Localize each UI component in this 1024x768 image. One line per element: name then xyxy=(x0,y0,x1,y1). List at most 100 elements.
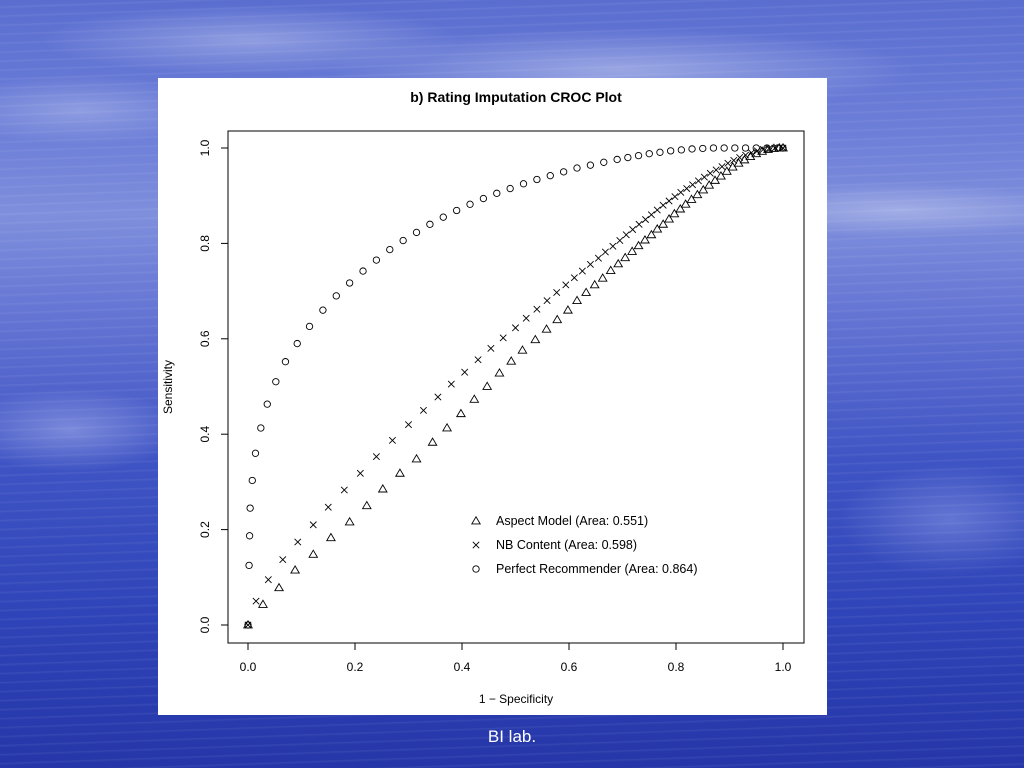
data-point-circle xyxy=(372,256,381,264)
data-point-cross xyxy=(700,173,708,181)
data-point-cross xyxy=(724,159,732,167)
data-point-triangle xyxy=(633,240,644,250)
data-point-cross xyxy=(694,177,702,185)
axes: 0.0 0.2 0.4 0.6 0.8 1.0 0.0 0.2 0.4 0.6 0.8 1.0 xyxy=(198,139,792,674)
x-tick-label: 0.4 xyxy=(454,660,471,674)
data-point-triangle xyxy=(652,224,663,233)
data-point-circle xyxy=(319,306,327,314)
data-point-cross xyxy=(747,149,755,157)
data-point-triangle xyxy=(627,246,638,255)
y-tick-label: 0.2 xyxy=(198,521,212,538)
data-point-cross xyxy=(487,344,495,352)
roc-chart: b) Rating Imputation CROC Plot 0.0 0.2 0.4… xyxy=(161,89,805,706)
data-point-cross xyxy=(474,356,482,364)
data-point-cross xyxy=(499,334,507,342)
data-point-triangle xyxy=(572,295,583,305)
data-point-triangle xyxy=(675,203,686,213)
data-point-triangle xyxy=(442,422,453,432)
data-point-triangle xyxy=(394,468,405,477)
data-point-triangle xyxy=(361,500,372,510)
data-point-circle xyxy=(699,144,707,153)
data-point-circle xyxy=(731,144,739,152)
data-point-triangle xyxy=(664,213,675,223)
data-point-circle xyxy=(293,339,301,348)
slide-caption: BI lab. xyxy=(487,727,537,746)
data-point-triangle xyxy=(290,565,301,574)
data-point-circle xyxy=(506,184,514,193)
data-point-cross xyxy=(553,289,561,297)
data-point-triangle xyxy=(646,229,657,239)
data-point-circle xyxy=(244,621,252,629)
y-tick-label: 0.4 xyxy=(198,426,212,443)
data-point-cross xyxy=(736,154,744,162)
data-point-cross xyxy=(562,281,570,289)
data-point-triangle xyxy=(517,345,528,354)
data-point-circle xyxy=(533,175,541,184)
data-point-triangle xyxy=(658,219,669,228)
series-triangle xyxy=(243,142,788,629)
data-point-circle xyxy=(245,561,253,570)
legend-label: NB Content (Area: 0.598) xyxy=(496,538,637,552)
data-point-cross xyxy=(388,436,396,444)
data-point-circle xyxy=(359,267,367,275)
data-point-triangle xyxy=(721,166,732,175)
data-point-cross xyxy=(324,503,332,511)
data-point-circle xyxy=(332,292,340,300)
data-point-circle xyxy=(624,153,632,162)
data-point-triangle xyxy=(344,516,355,526)
data-point-cross xyxy=(653,206,661,214)
data-point-circle xyxy=(709,144,718,152)
data-point-triangle xyxy=(562,305,573,314)
data-point-triangle xyxy=(530,334,541,344)
data-point-triangle xyxy=(613,258,624,268)
data-point-cross xyxy=(677,188,685,196)
data-point-cross xyxy=(447,380,455,388)
data-point-circle xyxy=(720,144,728,152)
data-point-circle xyxy=(677,146,685,154)
x-tick-label: 0.0 xyxy=(240,660,257,674)
x-tick-label: 0.2 xyxy=(347,660,364,674)
data-point-circle xyxy=(779,144,787,152)
data-point-triangle xyxy=(710,175,721,184)
data-point-cross xyxy=(294,538,302,546)
data-point-circle xyxy=(305,322,314,331)
data-point-circle xyxy=(752,144,760,152)
data-point-triangle xyxy=(768,143,779,152)
data-point-circle xyxy=(774,144,782,152)
data-point-triangle xyxy=(541,324,552,333)
data-point-circle xyxy=(246,504,254,512)
data-point-circle xyxy=(251,449,260,457)
chart-panel: b) Rating Imputation CROC Plot 0.0 0.2 0.4… xyxy=(158,78,827,715)
data-point-circle xyxy=(439,213,447,221)
data-point-circle xyxy=(386,245,394,254)
data-point-circle xyxy=(600,158,608,166)
data-point-circle xyxy=(245,532,254,540)
data-point-cross xyxy=(340,486,348,494)
data-point-circle xyxy=(741,144,750,152)
data-point-cross xyxy=(309,521,317,529)
data-point-triangle xyxy=(639,234,650,244)
y-tick-label: 0.6 xyxy=(198,330,212,347)
data-point-triangle xyxy=(377,483,388,493)
data-point-cross xyxy=(578,267,586,275)
data-point-triangle xyxy=(482,381,493,390)
legend-symbol-cross xyxy=(472,541,480,549)
data-point-triangle xyxy=(411,453,422,463)
data-point-circle xyxy=(263,400,271,408)
data-point-triangle xyxy=(274,582,285,592)
data-point-circle xyxy=(466,200,474,208)
y-tick-label: 0.8 xyxy=(198,235,212,252)
data-point-cross xyxy=(586,260,594,268)
x-tick-label: 0.6 xyxy=(561,660,578,674)
data-point-cross xyxy=(264,576,272,584)
data-point-circle xyxy=(688,145,696,153)
data-point-cross xyxy=(522,314,530,322)
data-point-triangle xyxy=(715,171,726,180)
data-point-cross xyxy=(404,421,413,429)
data-point-circle xyxy=(656,148,664,156)
data-point-triangle xyxy=(494,368,505,377)
data-point-cross xyxy=(771,144,779,152)
data-point-cross xyxy=(609,242,617,250)
data-point-triangle xyxy=(325,532,336,542)
data-point-circle xyxy=(493,189,501,197)
